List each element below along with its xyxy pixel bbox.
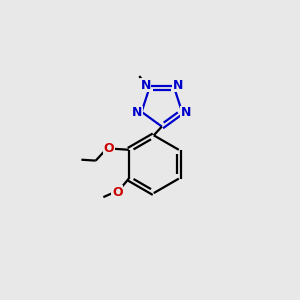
Text: N: N (173, 79, 183, 92)
Text: N: N (132, 106, 143, 119)
Text: O: O (104, 142, 114, 155)
Text: N: N (181, 106, 191, 119)
Text: O: O (112, 185, 122, 199)
Text: N: N (140, 79, 151, 92)
